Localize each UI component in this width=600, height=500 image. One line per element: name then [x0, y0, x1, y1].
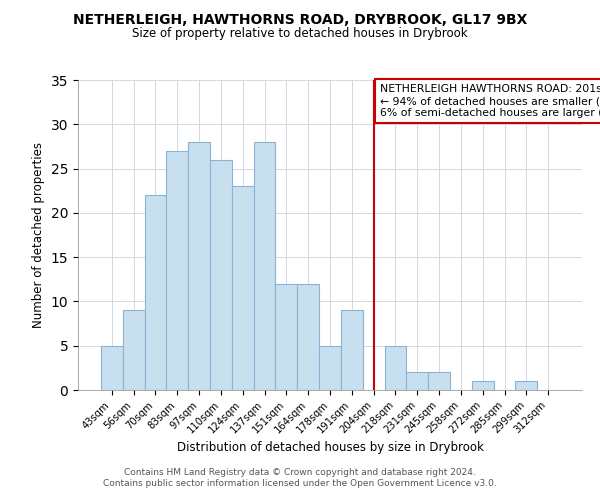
- Y-axis label: Number of detached properties: Number of detached properties: [32, 142, 45, 328]
- Bar: [341, 310, 363, 390]
- Bar: [123, 310, 145, 390]
- Bar: [101, 346, 123, 390]
- Bar: [319, 346, 341, 390]
- Bar: [297, 284, 319, 390]
- Bar: [406, 372, 428, 390]
- Bar: [254, 142, 275, 390]
- Bar: [166, 151, 188, 390]
- Bar: [428, 372, 450, 390]
- Bar: [210, 160, 232, 390]
- Bar: [188, 142, 210, 390]
- Text: NETHERLEIGH HAWTHORNS ROAD: 201sqm
← 94% of detached houses are smaller (204)
6%: NETHERLEIGH HAWTHORNS ROAD: 201sqm ← 94%…: [380, 84, 600, 117]
- Bar: [232, 186, 254, 390]
- Text: Size of property relative to detached houses in Drybrook: Size of property relative to detached ho…: [132, 28, 468, 40]
- X-axis label: Distribution of detached houses by size in Drybrook: Distribution of detached houses by size …: [176, 441, 484, 454]
- Text: NETHERLEIGH, HAWTHORNS ROAD, DRYBROOK, GL17 9BX: NETHERLEIGH, HAWTHORNS ROAD, DRYBROOK, G…: [73, 12, 527, 26]
- Text: Contains HM Land Registry data © Crown copyright and database right 2024.
Contai: Contains HM Land Registry data © Crown c…: [103, 468, 497, 487]
- Bar: [275, 284, 297, 390]
- Bar: [145, 195, 166, 390]
- Bar: [385, 346, 406, 390]
- Bar: [472, 381, 494, 390]
- Bar: [515, 381, 537, 390]
